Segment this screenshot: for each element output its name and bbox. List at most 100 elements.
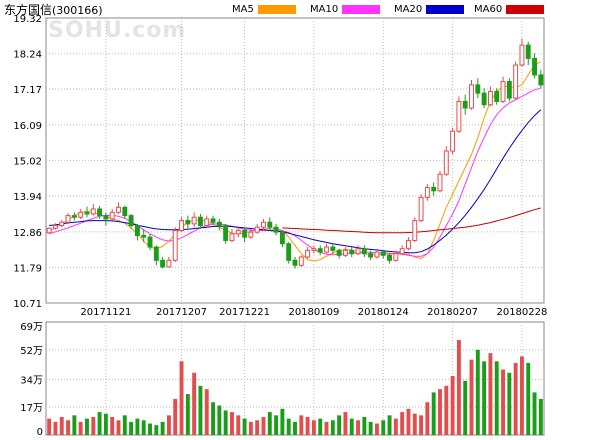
- legend-ma5-label: MA5: [232, 3, 254, 15]
- volume-bar: [393, 418, 398, 435]
- candle-body-down: [506, 81, 512, 99]
- volume-bar: [230, 412, 234, 435]
- candle-body-up: [191, 216, 197, 225]
- candle-body-up: [355, 248, 361, 255]
- volume-bar: [538, 398, 543, 435]
- candle-body-down: [267, 221, 273, 228]
- candle-body-up: [412, 220, 418, 241]
- volume-bar: [374, 423, 379, 435]
- candle-body-up: [513, 64, 519, 99]
- volume-bar: [488, 353, 493, 435]
- candle-body-down: [122, 206, 128, 217]
- volume-bar: [47, 418, 52, 435]
- candle-body-down: [361, 248, 367, 255]
- candle-body-down: [185, 220, 191, 225]
- candle-body-down: [475, 84, 481, 94]
- volume-bar: [148, 423, 152, 435]
- candle-body-up: [374, 251, 380, 258]
- candle-body-down: [153, 246, 159, 261]
- price-y-tick: 13.94: [13, 192, 42, 203]
- date-x-tick: 20180228: [496, 307, 547, 318]
- candle-body-up: [469, 84, 474, 109]
- candle-body-down: [292, 259, 298, 266]
- candle-body-up: [424, 186, 430, 198]
- volume-bar: [501, 369, 505, 435]
- price-y-tick: 18.24: [13, 50, 42, 61]
- volume-bar: [122, 415, 127, 435]
- price-y-tick: 11.79: [13, 263, 42, 274]
- candle-body-up: [172, 230, 178, 261]
- volume-bar: [242, 418, 247, 435]
- candle-body-up: [324, 246, 329, 253]
- volume-bar: [166, 415, 171, 435]
- volume-bar: [66, 420, 71, 435]
- volume-bar: [293, 421, 297, 435]
- volume-bar: [154, 425, 159, 435]
- volume-bar: [444, 385, 449, 435]
- candle-body-down: [216, 221, 222, 227]
- volume-bar: [337, 415, 342, 435]
- candle-body-up: [261, 221, 266, 228]
- volume-bar: [78, 421, 83, 435]
- volume-bar: [192, 372, 197, 435]
- candle-body-up: [116, 206, 121, 213]
- date-x-tick: 20180109: [288, 307, 339, 318]
- volume-bar: [103, 413, 108, 435]
- volume-bar: [343, 412, 348, 435]
- volume-bar: [116, 420, 121, 435]
- volume-bar: [387, 415, 392, 435]
- legend-ma20-label: MA20: [394, 3, 423, 15]
- candle-body-up: [248, 231, 254, 238]
- candle-body-up: [418, 196, 424, 222]
- candle-body-up: [78, 211, 84, 218]
- candle-body-up: [46, 227, 52, 234]
- candle-body-up: [519, 44, 525, 66]
- volume-y-tick: 69万: [20, 322, 43, 333]
- volume-bar: [280, 408, 285, 435]
- volume-bar: [532, 392, 537, 435]
- volume-bar: [135, 418, 140, 435]
- volume-bar: [141, 420, 146, 435]
- volume-bar: [217, 405, 222, 435]
- volume-bar: [438, 389, 442, 435]
- volume-bar: [330, 420, 335, 435]
- volume-bar: [59, 416, 64, 435]
- volume-bar: [425, 402, 430, 435]
- volume-bar: [311, 420, 316, 435]
- volume-bar: [507, 372, 512, 435]
- candle-body-up: [487, 90, 493, 106]
- volume-bar: [185, 394, 190, 435]
- candle-body-down: [380, 251, 386, 256]
- price-y-tick: 12.86: [13, 228, 42, 239]
- volume-bar: [97, 412, 102, 435]
- legend-ma20: MA20: [394, 3, 465, 15]
- legend-ma20-swatch: [426, 4, 465, 14]
- candle-body-down: [242, 230, 248, 238]
- candle-body-down: [286, 243, 292, 261]
- legend-ma5: MA5: [232, 3, 296, 15]
- candle-body-down: [103, 215, 109, 220]
- volume-bar: [261, 416, 266, 435]
- price-y-tick: 17.17: [13, 85, 42, 96]
- volume-bar: [324, 421, 329, 435]
- date-x-tick: 20171207: [156, 307, 207, 318]
- volume-bar: [274, 415, 279, 435]
- volume-bar: [406, 408, 411, 435]
- legend-ma10-swatch: [342, 4, 381, 14]
- legend-ma60-swatch: [506, 4, 545, 14]
- candle-body-up: [399, 248, 405, 255]
- volume-bar: [248, 421, 253, 435]
- candle-body-up: [393, 253, 399, 261]
- candle-body-up: [500, 81, 506, 102]
- candle-body-up: [406, 239, 411, 250]
- volume-bar: [211, 402, 216, 435]
- volume-bar: [419, 415, 424, 435]
- volume-bar: [450, 376, 455, 435]
- line-ma20: [49, 109, 542, 254]
- candle-body-up: [235, 230, 241, 235]
- legend-ma60-label: MA60: [474, 3, 503, 15]
- candle-body-up: [311, 248, 317, 251]
- candle-body-up: [456, 100, 462, 132]
- candle-body-down: [84, 211, 90, 215]
- candle-body-up: [179, 220, 184, 232]
